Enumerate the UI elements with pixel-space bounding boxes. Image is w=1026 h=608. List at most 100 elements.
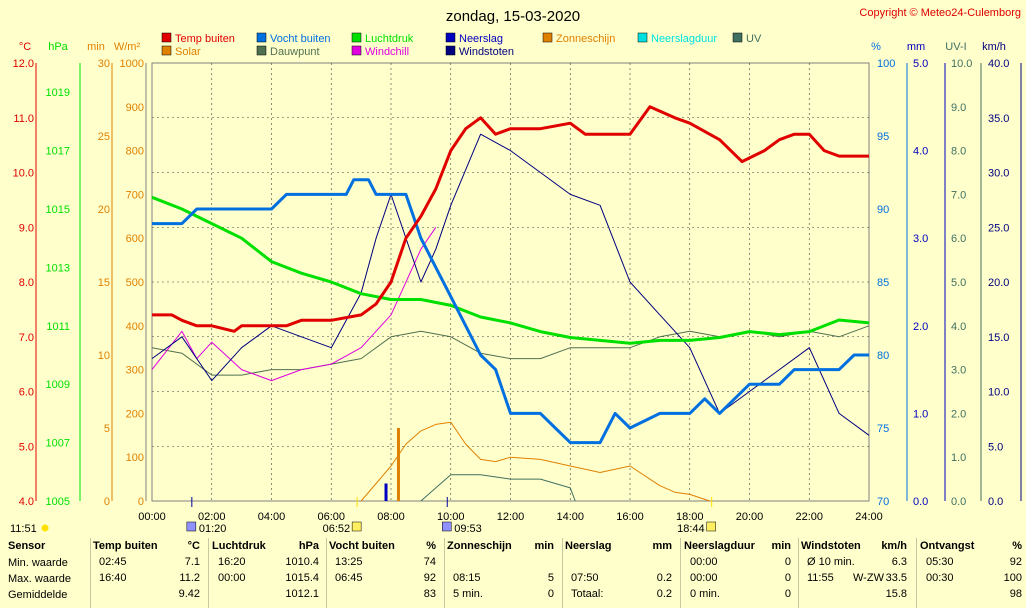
legend-swatch	[732, 32, 743, 43]
uv-tick: 5.0	[951, 277, 966, 289]
hpa-tick: 1019	[46, 87, 70, 99]
table-row-avg: 1012.1	[212, 586, 319, 602]
column-unit: hPa	[298, 540, 319, 552]
kmh-tick: 40.0	[988, 58, 1009, 70]
solar-tick: 700	[126, 189, 144, 201]
column-header: Temp buiten °C	[93, 538, 200, 554]
cell-time: 5 min.	[453, 588, 483, 600]
legend-label: Neerslagduur	[651, 33, 717, 45]
table-row-min	[565, 554, 672, 570]
hpa-tick: 1015	[46, 204, 70, 216]
series-line-solar	[360, 421, 710, 502]
mm-tick: 0.0	[913, 496, 928, 508]
table-column: Windstoten km/h Ø 10 min. 6.3 11:55 W-ZW 33.5 1…	[801, 538, 907, 608]
cell-value: 5	[547, 572, 554, 584]
column-separator	[90, 538, 91, 608]
legend-label: Neerslag	[459, 33, 503, 45]
table-row-max: 00:00 1015.4	[212, 570, 319, 586]
moonrise-icon	[442, 521, 452, 532]
temp-tick: 7.0	[19, 332, 34, 344]
daylength-text: 11:51	[10, 523, 37, 535]
hpa-tick: 1017	[46, 146, 70, 158]
cell-time: Ø 10 min.	[807, 556, 855, 568]
table-row-min: Ø 10 min. 6.3	[801, 554, 907, 570]
legend-swatch	[445, 45, 456, 56]
vocht-tick: 90	[877, 204, 889, 216]
legend-swatch	[256, 32, 267, 43]
solar-tick: 600	[126, 233, 144, 245]
cell-value: 1012.1	[285, 588, 319, 600]
legend-label: Vocht buiten	[270, 33, 331, 45]
moonset-icon	[186, 521, 197, 532]
cell-value: 0.2	[656, 572, 672, 584]
cell-value: 1010.4	[285, 556, 319, 568]
column-separator	[208, 538, 209, 608]
cell-value: 33.5	[885, 572, 907, 584]
legend-label: Windstoten	[459, 46, 514, 58]
chart-title: zondag, 15-03-2020	[446, 8, 580, 25]
table-row-max: 16:40 11.2	[93, 570, 200, 586]
row-labels: Sensor Min. waarde Max. waarde Gemiddeld…	[8, 538, 88, 608]
uv-tick: 1.0	[951, 452, 966, 464]
column-unit: %	[1012, 540, 1022, 552]
table-row-max: 00:00 0	[684, 570, 791, 586]
uv-tick: 7.0	[951, 189, 966, 201]
table-row-max: 11:55 W-ZW 33.5	[801, 570, 907, 586]
cell-direction: W-ZW	[853, 572, 884, 584]
cell-value: 0.2	[656, 588, 672, 600]
column-separator	[562, 538, 563, 608]
x-tick: 08:00	[377, 511, 405, 523]
cell-value: 74	[423, 556, 436, 568]
column-header: Neerslagduur min	[684, 538, 791, 554]
cell-value: 11.2	[179, 572, 200, 584]
series-line-windstoten	[151, 133, 870, 436]
x-tick: 16:00	[616, 511, 644, 523]
hpa-tick: 1005	[46, 496, 70, 508]
min-label: Min. waarde	[8, 557, 68, 569]
kmh-tick: 0.0	[988, 496, 1003, 508]
kmh-tick: 35.0	[988, 113, 1009, 125]
legend-swatch	[256, 45, 267, 56]
table-column: Luchtdruk hPa 16:20 1010.4 00:00 1015.4 1012.1	[212, 538, 319, 608]
axis-unit-left: hPa	[48, 41, 68, 53]
column-unit: mm	[652, 540, 672, 552]
mm-tick: 3.0	[913, 233, 928, 245]
sensor-header: Sensor	[8, 540, 46, 552]
vocht-tick: 80	[877, 350, 889, 362]
bar-neerslag	[384, 483, 388, 501]
column-header: Ontvangst%	[920, 538, 1022, 554]
column-header: Zonneschijn min	[447, 538, 554, 554]
cell-value: 98	[1009, 588, 1022, 600]
table-column: Vocht buiten% 13:25 74 06:45 92 83	[329, 538, 436, 608]
legend-label: Dauwpunt	[270, 46, 320, 58]
column-title: Neerslag	[565, 540, 612, 552]
table-column: Ontvangst% 05:30 92 00:30 100 98	[920, 538, 1022, 608]
weather-chart: zondag, 15-03-2020 Copyright © Meteo24-Cu…	[10, 7, 1022, 535]
solar-tick: 200	[126, 408, 144, 420]
column-title: Windstoten	[801, 540, 861, 552]
min-tick: 0	[104, 496, 110, 508]
column-title: Zonneschijn	[447, 540, 512, 552]
cell-time: 08:15	[453, 572, 481, 584]
x-tick: 06:00	[317, 511, 345, 523]
legend-label: UV	[746, 33, 762, 45]
column-separator	[680, 538, 681, 608]
cell-time: 0 min.	[690, 588, 720, 600]
column-unit: km/h	[881, 540, 907, 552]
cell-time: 13:25	[335, 556, 363, 568]
moonset-time: 01:20	[199, 523, 227, 535]
cell-value: 100	[1003, 572, 1022, 584]
cell-value: 1015.4	[285, 572, 319, 584]
table-row-avg: 9.42	[93, 586, 200, 602]
hpa-tick: 1007	[46, 438, 70, 450]
table-row-avg: 5 min. 0	[447, 586, 554, 602]
column-title: Temp buiten	[93, 540, 158, 552]
kmh-tick: 15.0	[988, 332, 1009, 344]
kmh-tick: 5.0	[988, 441, 1003, 453]
axis-unit-left: °C	[19, 41, 31, 53]
cell-time: 16:20	[218, 556, 246, 568]
table-row-max: 06:45 92	[329, 570, 436, 586]
mm-tick: 4.0	[913, 146, 928, 158]
cell-time: 00:00	[218, 572, 246, 584]
column-unit: min	[534, 540, 554, 552]
